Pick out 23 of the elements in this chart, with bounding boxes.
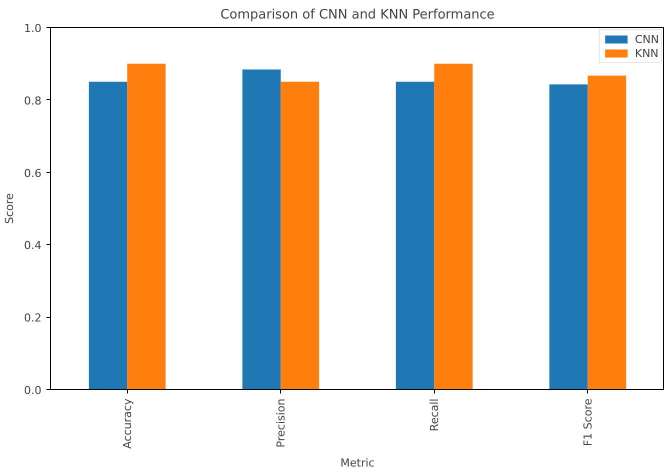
x-tick-label: Recall [428,398,441,432]
x-tick-label: Accuracy [120,398,134,449]
legend-label: CNN [634,32,659,46]
bar [434,64,473,390]
bar [127,64,166,390]
bar [242,69,281,390]
bar [88,82,128,390]
bar [280,82,320,390]
x-tick-label: F1 Score [581,398,594,446]
legend-label: KNN [634,46,659,60]
y-axis-title: Score [3,192,16,224]
y-tick-label: 1.0 [24,22,42,35]
chart-title: Comparison of CNN and KNN Performance [220,8,495,22]
y-tick-label: 0.2 [24,312,42,325]
y-tick-label: 0.0 [24,384,42,397]
y-tick-label: 0.4 [24,239,42,252]
bar [549,84,588,390]
x-tick-label: Precision [274,398,288,448]
bar [396,82,434,390]
bar [588,76,626,390]
y-tick-label: 0.8 [24,94,42,108]
y-tick-label: 0.6 [24,166,42,180]
x-axis-title: Metric [340,456,375,470]
